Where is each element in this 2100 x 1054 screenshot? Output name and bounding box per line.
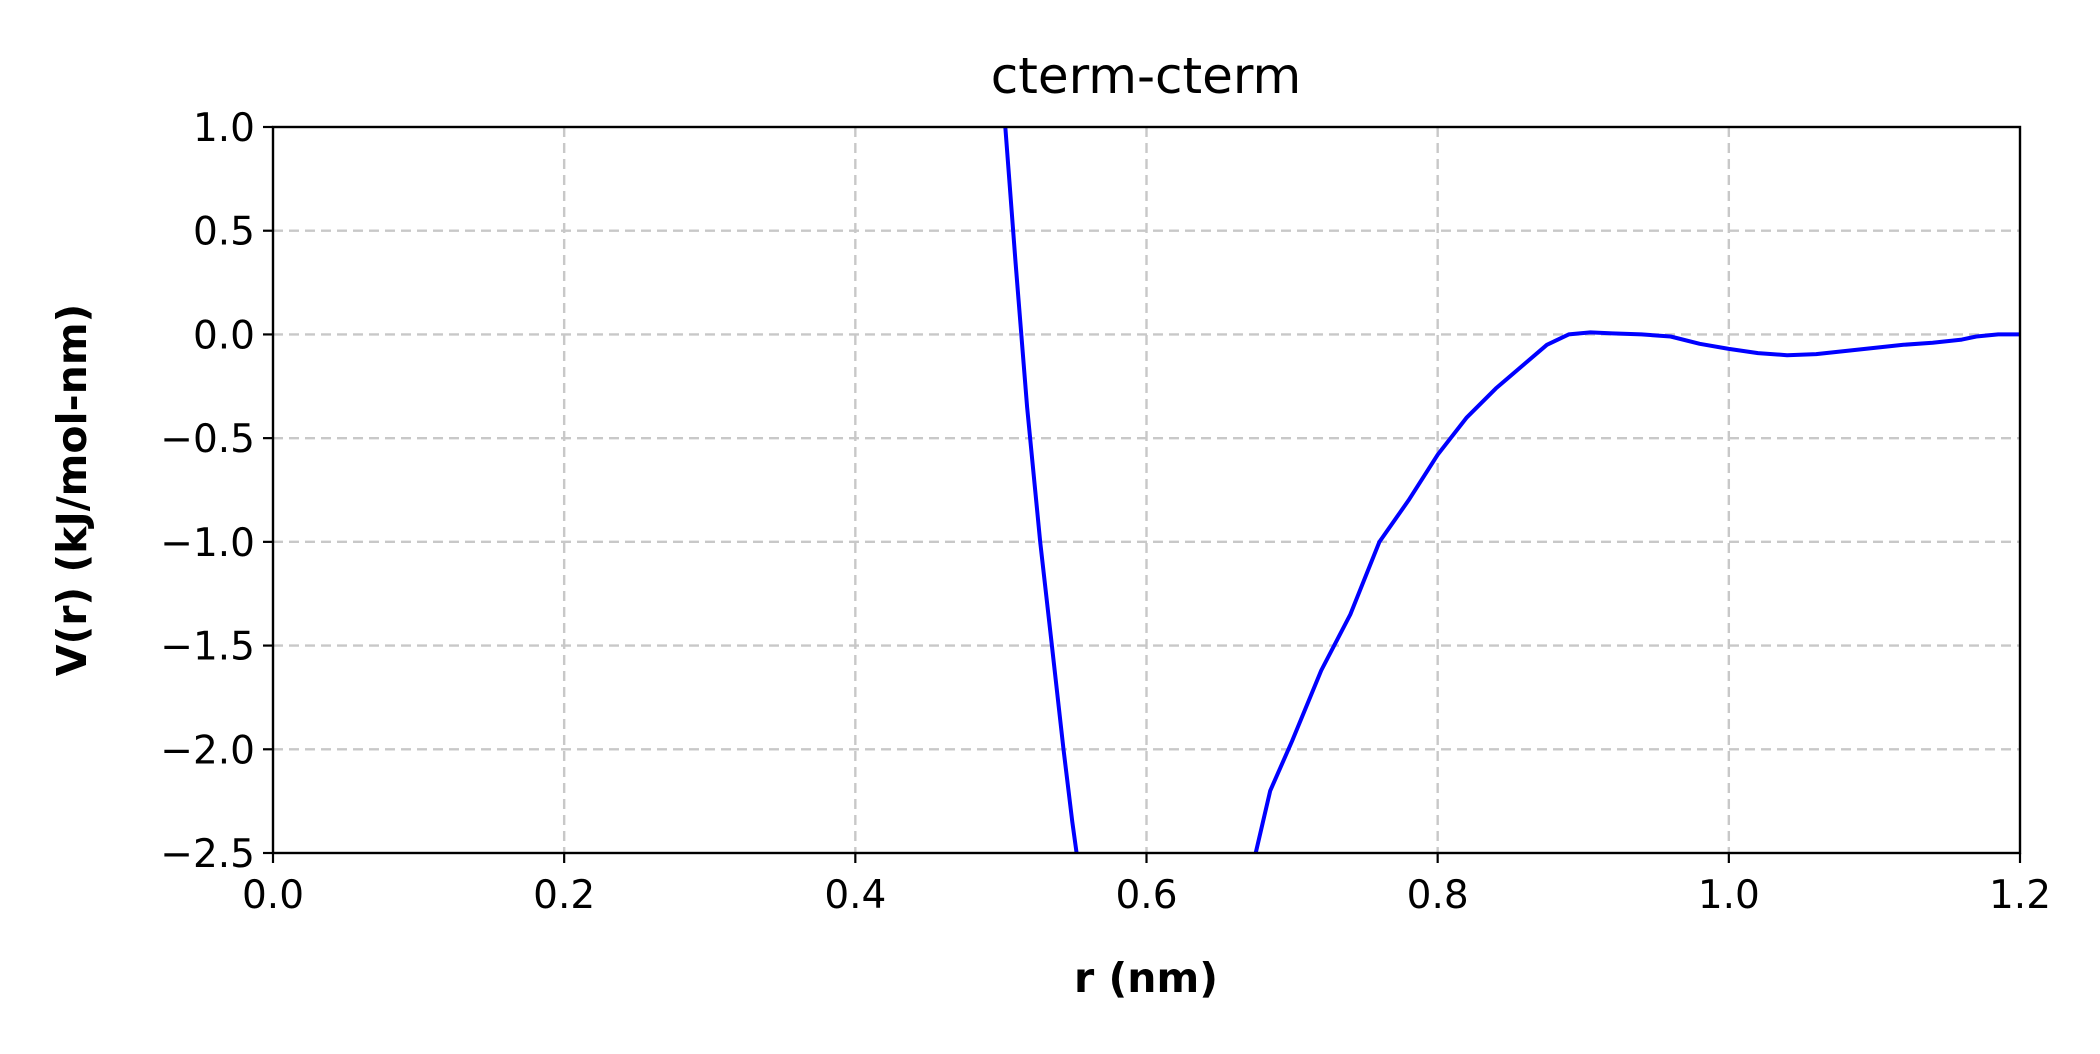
- y-tick-label: −1.0: [160, 521, 255, 566]
- series-layer: [1003, 126, 2020, 854]
- x-tick-label: 0.8: [1407, 873, 1469, 918]
- y-tick-label: 0.5: [193, 210, 255, 255]
- series-line-segment: [1253, 330, 2020, 854]
- x-tick-label: 0.0: [242, 873, 304, 918]
- y-tick-label: −1.5: [160, 625, 255, 670]
- x-tick-label: 1.0: [1698, 873, 1760, 918]
- y-axis: 1.0 0.5 0.0 −0.5 −1.0 −1.5 −2.0 −2.5: [160, 106, 273, 877]
- y-tick-label: −0.5: [160, 417, 255, 462]
- x-tick-label: 0.2: [533, 873, 595, 918]
- x-tick-label: 0.4: [824, 873, 886, 918]
- grid: [273, 127, 2020, 853]
- chart-title: cterm-cterm: [991, 47, 1302, 105]
- series-line-segment: [1003, 126, 1079, 854]
- x-axis-label: r (nm): [1074, 954, 1218, 1002]
- x-axis: 0.0 0.2 0.4 0.6 0.8 1.0 1.2: [242, 853, 2051, 918]
- y-tick-label: −2.5: [160, 832, 255, 877]
- x-tick-label: 0.6: [1115, 873, 1177, 918]
- y-tick-label: 0.0: [193, 313, 255, 358]
- y-tick-label: 1.0: [193, 106, 255, 151]
- y-axis-label: V(r) (kJ/mol-nm): [48, 304, 96, 677]
- y-tick-label: −2.0: [160, 728, 255, 773]
- x-tick-label: 1.2: [1989, 873, 2051, 918]
